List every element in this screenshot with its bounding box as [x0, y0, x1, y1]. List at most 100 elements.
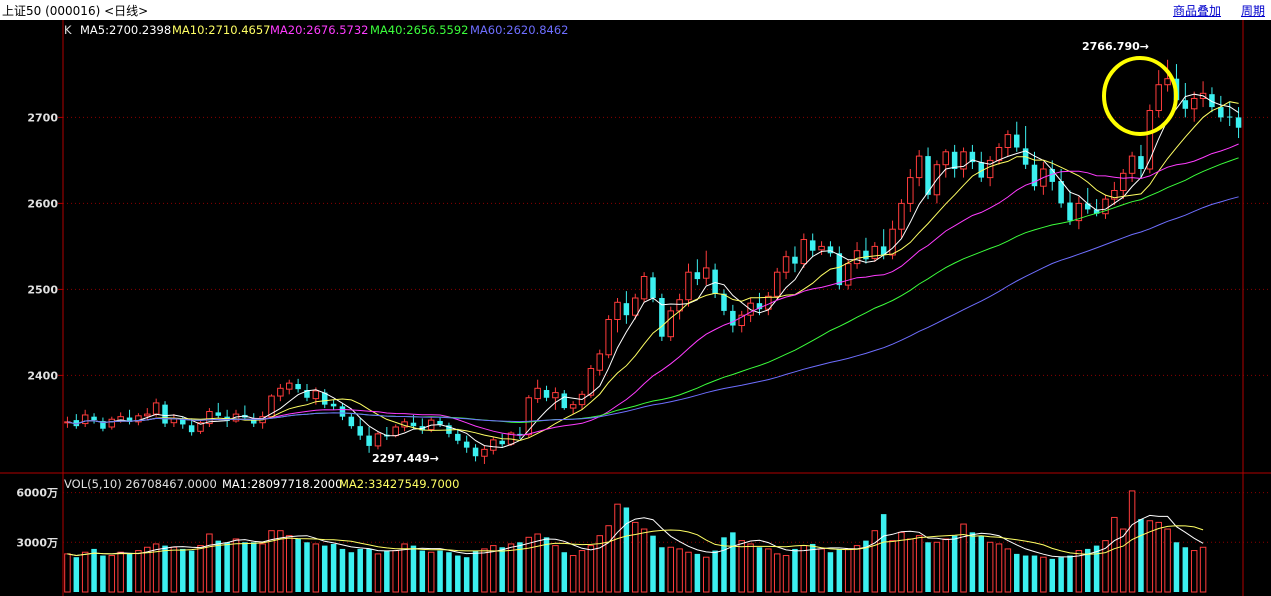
volume-bar-down: [721, 537, 727, 592]
candle-body-down: [978, 162, 985, 178]
overlay-commodity-link[interactable]: 商品叠加: [1172, 4, 1221, 18]
ma5-label: MA5:2700.2398: [80, 23, 171, 37]
volume-bar-down: [251, 542, 257, 592]
candle-body-down: [925, 156, 931, 195]
candle-body-up: [738, 314, 745, 327]
vol-ma1-label: MA1:28097718.2000: [222, 477, 342, 491]
candle-body-up: [995, 147, 1003, 161]
title-bar: 上证50 (000016) <日线> 商品叠加 周期: [0, 0, 1271, 20]
volume-bar-down: [730, 532, 736, 592]
period-link[interactable]: 周期: [1240, 4, 1265, 18]
candle-body-up: [525, 397, 533, 436]
candle-body-down: [809, 240, 816, 251]
candle-body-up: [206, 411, 213, 425]
volume-bar-up: [135, 550, 142, 593]
vol-ma2-label: MA2:33427549.7000: [339, 477, 459, 491]
volume-bar-up: [152, 543, 160, 593]
volume-bar-down: [419, 550, 426, 592]
volume-bar-down: [951, 535, 958, 592]
volume-bar-up: [285, 535, 293, 593]
candle-body-up: [1102, 198, 1109, 215]
volume-bar-down: [437, 550, 443, 592]
volume-bar-up: [401, 543, 408, 593]
candle-body-down: [410, 422, 417, 427]
candle-body-down: [1218, 107, 1224, 118]
high-annotation: 2766.790→: [1082, 40, 1149, 53]
volume-bar-up: [170, 546, 178, 593]
candle-body-up: [392, 426, 399, 437]
candle-body-up: [853, 250, 861, 265]
volume-bar-up: [268, 530, 275, 593]
candle-body-down: [756, 303, 763, 310]
candle-body-up: [1119, 172, 1127, 192]
volume-bar-up: [747, 543, 754, 593]
volume-bar-down: [1084, 548, 1091, 592]
volume-bar-down: [756, 547, 763, 592]
volume-bar-up: [782, 555, 790, 593]
candle-body-up: [374, 433, 382, 447]
volume-bar-up: [81, 551, 89, 593]
volume-bar-up: [986, 541, 994, 593]
volume-bar-down: [384, 550, 390, 592]
candle-body-down: [437, 420, 443, 425]
candle-body-down: [836, 253, 843, 286]
candle-body-up: [596, 353, 604, 371]
volume-bar-down: [659, 547, 665, 592]
volume-bar-up: [1199, 546, 1207, 593]
candle-body-down: [951, 151, 958, 169]
candle-body-down: [1226, 116, 1233, 118]
candle-body-up: [108, 418, 116, 428]
chart-title: 上证50 (000016) <日线>: [2, 4, 149, 18]
volume-bar-up: [907, 538, 914, 593]
candle-body-down: [1049, 169, 1055, 182]
volume-bar-down: [242, 542, 248, 592]
candle-body-down: [321, 392, 328, 405]
candle-body-down: [863, 250, 869, 260]
candle-body-down: [969, 151, 976, 163]
volume-bar-down: [339, 548, 346, 592]
volume-bar-down: [543, 537, 550, 592]
volume-bar-up: [605, 525, 612, 593]
volume-bar-down: [410, 545, 417, 592]
candle-body-down: [366, 435, 372, 446]
candle-body-up: [1164, 78, 1171, 86]
candle-body-down: [1182, 100, 1189, 109]
volume-bar-up: [1164, 528, 1171, 593]
volume-bar-up: [676, 548, 683, 593]
candle-body-up: [232, 413, 240, 422]
volume-bar-up: [392, 550, 399, 593]
volume-bar-up: [1155, 521, 1162, 593]
volume-bar-down: [357, 548, 363, 592]
volume-bar-up: [490, 545, 497, 593]
volume-bar-up: [1102, 540, 1109, 593]
volume-bar-up: [889, 540, 896, 593]
candle-body-down: [517, 433, 523, 436]
volume-bar-down: [836, 548, 843, 592]
volume-bar-up: [259, 543, 266, 593]
volume-bar-up: [144, 546, 151, 593]
volume-bar-up: [853, 545, 861, 593]
volume-bar-down: [304, 542, 310, 592]
volume-bar-down: [792, 548, 798, 592]
candle-body-up: [844, 263, 852, 286]
candle-body-up: [490, 439, 497, 451]
volume-bar-up: [640, 528, 648, 593]
candle-body-down: [357, 426, 363, 436]
volume-bar-up: [1040, 556, 1047, 593]
candle-body-down: [162, 404, 168, 424]
candle-body-up: [312, 390, 320, 400]
candle-body-up: [152, 402, 160, 415]
stock-chart[interactable]: 2700 2600 2500 2400 6000万 3000万 K MA5:2700.2…: [0, 20, 1271, 596]
volume-ma-lines: [67, 514, 1204, 558]
candle-body-up: [197, 422, 204, 432]
volume-bar-up: [738, 540, 745, 593]
candle-body-up: [1111, 190, 1118, 200]
candle-body-down: [91, 416, 97, 421]
volume-bar-up: [1119, 528, 1127, 593]
volume-bar-down: [330, 543, 337, 592]
volume-bar-up: [818, 548, 825, 593]
volume-bar-down: [517, 542, 523, 592]
volume-bar-down: [809, 543, 816, 592]
candle-body-up: [1146, 110, 1154, 170]
candle-body-up: [818, 245, 825, 251]
